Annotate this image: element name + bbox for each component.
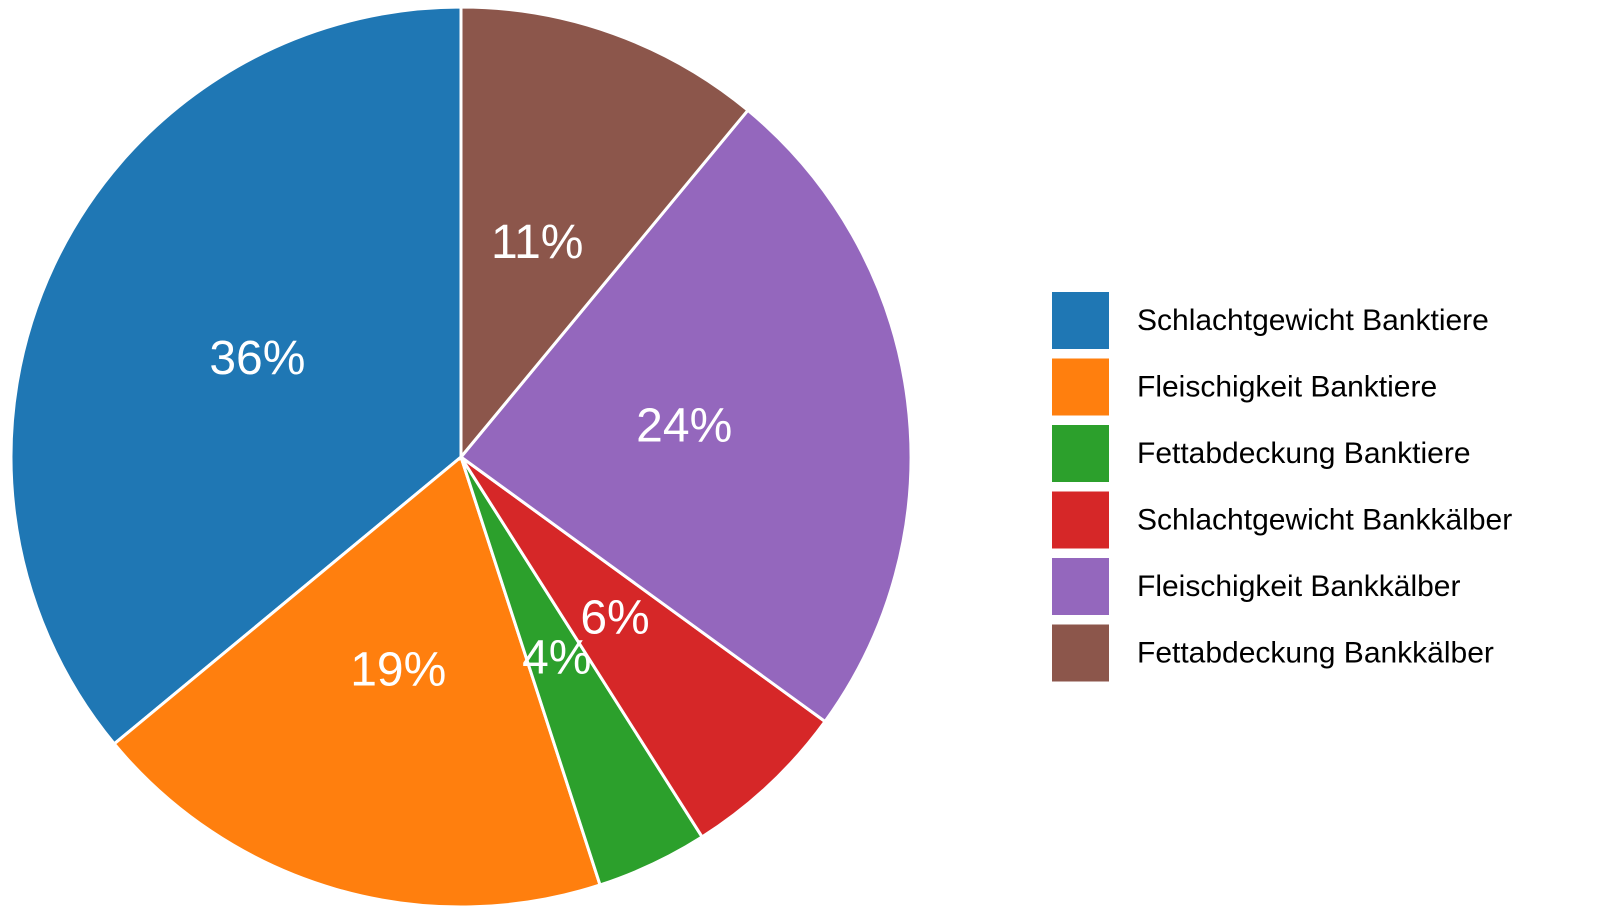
slice-label: 4% (522, 631, 591, 684)
legend-label: Schlachtgewicht Bankkälber (1137, 503, 1512, 536)
pie-slice (459, 5, 750, 462)
pie-slice (459, 455, 828, 840)
slice-label: 11% (491, 216, 584, 269)
slice-label: 24% (636, 399, 732, 452)
pie-slice (9, 5, 463, 746)
slice-label: 36% (209, 332, 305, 385)
legend-label: Fettabdeckung Bankkälber (1137, 636, 1494, 669)
legend-swatch (1052, 491, 1109, 549)
legend-label: Fleischigkeit Banktiere (1137, 370, 1437, 403)
slice-label: 19% (350, 644, 446, 697)
pie-slice (458, 108, 913, 724)
legend-label: Schlachtgewicht Banktiere (1137, 304, 1489, 337)
pie-slice (112, 454, 602, 909)
legend-swatch (1052, 358, 1109, 416)
legend-swatch (1052, 624, 1109, 682)
legend-label: Fettabdeckung Banktiere (1137, 437, 1471, 470)
legend-swatch (1052, 425, 1109, 482)
legend-swatch (1052, 558, 1109, 615)
legend-swatch (1052, 292, 1109, 349)
legend-label: Fleischigkeit Bankkälber (1137, 570, 1460, 603)
slice-label: 6% (580, 592, 649, 645)
